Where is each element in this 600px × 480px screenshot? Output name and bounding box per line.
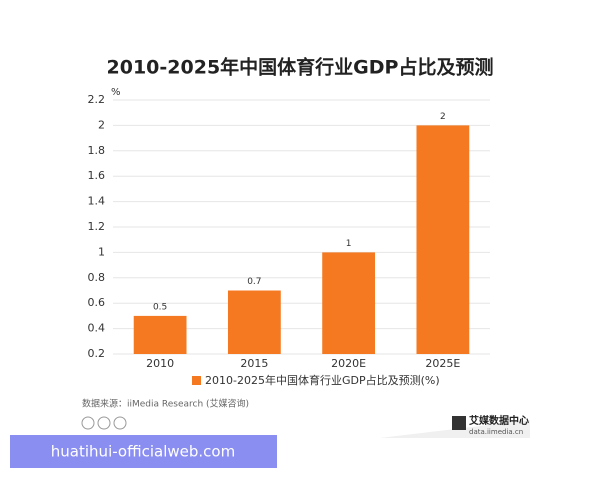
value-label: 0.5	[153, 302, 167, 312]
y-tick-label: 0.2	[88, 347, 106, 360]
y-tick-label: 1.8	[88, 144, 106, 157]
x-tick-label: 2010	[146, 357, 174, 370]
bar	[227, 290, 281, 354]
chart-title: 2010-2025年中国体育行业GDP占比及预测	[107, 56, 494, 79]
bar	[416, 125, 470, 355]
bar	[322, 252, 376, 354]
y-tick-label: 1.4	[88, 195, 106, 208]
x-tick-label: 2020E	[331, 357, 366, 370]
logo-icon	[452, 416, 466, 430]
y-tick-label: 2.2	[88, 93, 106, 106]
y-tick-label: 2	[98, 118, 105, 131]
y-unit: %	[111, 87, 121, 98]
y-tick-label: 1.6	[88, 169, 106, 182]
x-tick-label: 2015	[240, 357, 268, 370]
legend-label: 2010-2025年中国体育行业GDP占比及预测(%)	[205, 373, 440, 387]
x-tick-label: 2025E	[425, 357, 460, 370]
y-tick-label: 1	[98, 245, 105, 258]
y-tick-label: 1.2	[88, 220, 106, 233]
source: 数据来源：iiMedia Research (艾媒咨询)	[82, 398, 249, 410]
value-label: 1	[346, 239, 352, 249]
watermark-bg	[10, 435, 277, 468]
logo-name: 艾媒数据中心	[469, 414, 529, 427]
value-label: 0.7	[247, 277, 261, 287]
value-label: 2	[440, 112, 446, 122]
y-tick-label: 0.6	[88, 296, 106, 309]
y-tick-label: 0.4	[88, 322, 106, 335]
bar	[133, 315, 187, 354]
y-tick-label: 0.8	[88, 271, 106, 284]
license-icons	[81, 416, 127, 430]
logo-url: data.iimedia.cn	[469, 428, 523, 436]
legend-swatch	[192, 376, 201, 385]
watermark: huatihui-officialweb.com	[51, 443, 235, 461]
